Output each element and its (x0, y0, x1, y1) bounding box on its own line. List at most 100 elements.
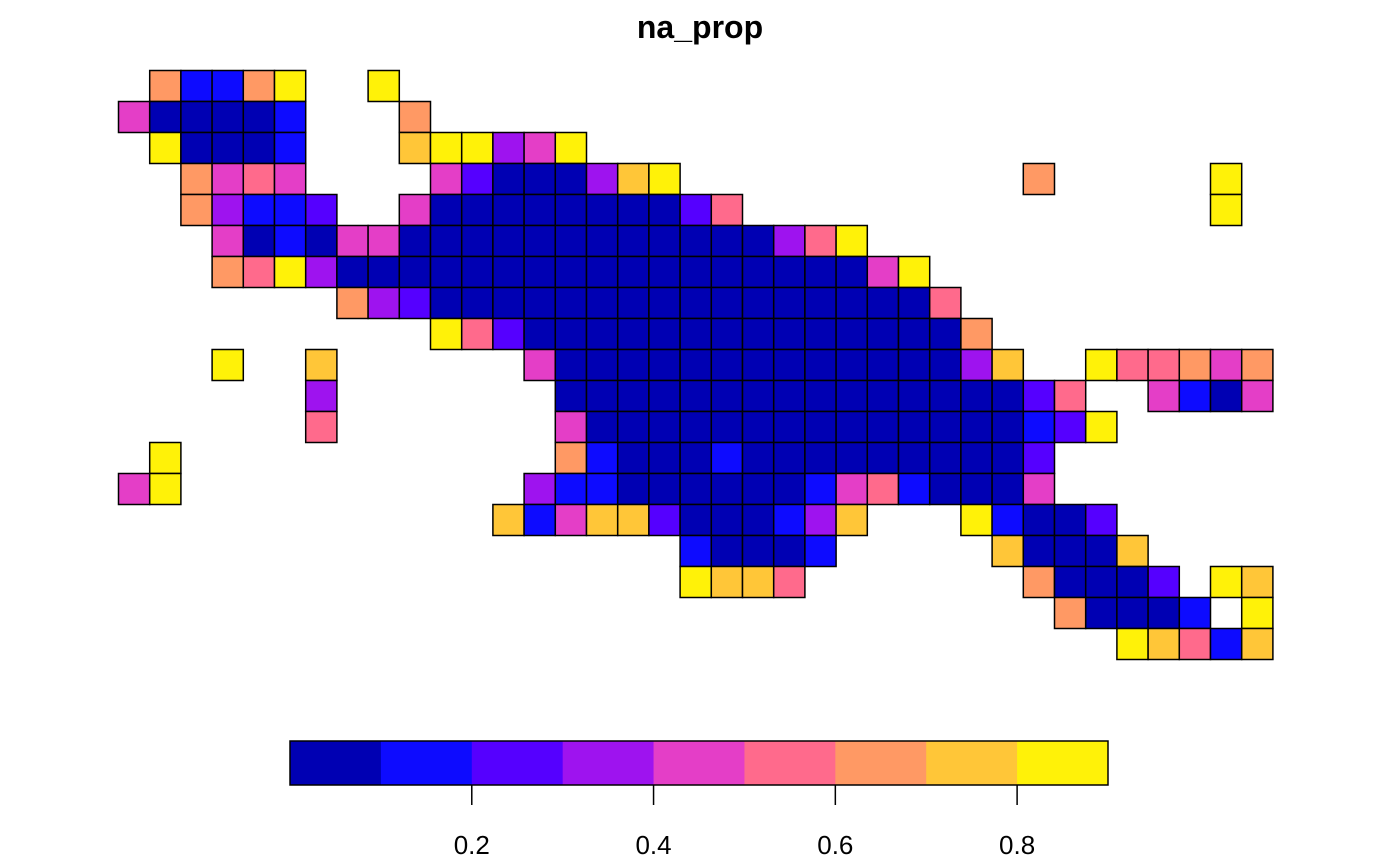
raster-cell (492, 131, 525, 165)
raster-cell (336, 255, 369, 289)
raster-cell (679, 503, 713, 537)
raster-cell (148, 131, 182, 165)
raster-cell (211, 69, 245, 103)
raster-cell (180, 193, 213, 227)
raster-cell (648, 503, 681, 537)
raster-cell (616, 317, 650, 351)
raster-cell (616, 348, 650, 382)
raster-cell (336, 286, 369, 320)
raster-cell (928, 379, 962, 413)
raster-cell (648, 472, 681, 506)
raster-cell (960, 379, 993, 413)
raster-cell (554, 162, 588, 196)
raster-cell (1240, 596, 1274, 630)
raster-cell (710, 410, 744, 444)
raster-cell (1147, 596, 1181, 630)
raster-cell (1178, 348, 1212, 382)
raster-cell (960, 503, 993, 537)
raster-cell (679, 317, 713, 351)
raster-cell (180, 131, 213, 165)
raster-cell (304, 379, 338, 413)
raster-cell (804, 286, 837, 320)
plot-title: na_prop (637, 9, 763, 45)
raster-cell (1116, 565, 1149, 599)
raster-cell (492, 286, 525, 320)
raster-cell (1116, 627, 1149, 661)
raster-cell (242, 162, 276, 196)
raster-cell (585, 162, 619, 196)
raster-cell (1147, 348, 1181, 382)
raster-cell (804, 224, 837, 258)
color-legend: 0.2 0.4 0.6 0.8 (289, 740, 1109, 860)
raster-cell (242, 255, 276, 289)
raster-cell (648, 410, 681, 444)
raster-cell (148, 100, 182, 134)
raster-cell (1178, 379, 1212, 413)
raster-cell (180, 100, 213, 134)
raster-cell (897, 255, 931, 289)
raster-cell (616, 255, 650, 289)
legend-tick-label: 0.4 (635, 830, 671, 860)
raster-cell (1209, 193, 1243, 227)
raster-cell (585, 348, 619, 382)
raster-cell (1053, 503, 1087, 537)
raster-cell (304, 193, 338, 227)
raster-cell (741, 317, 775, 351)
raster-cell (585, 224, 619, 258)
raster-cell (741, 565, 775, 599)
raster-cell (741, 224, 775, 258)
raster-cell (679, 441, 713, 475)
raster-cell (554, 286, 588, 320)
raster-cell (710, 224, 744, 258)
raster-cell (554, 317, 588, 351)
raster-cell (554, 441, 588, 475)
raster-cell (1053, 410, 1087, 444)
raster-cell (616, 224, 650, 258)
raster-cell (991, 348, 1025, 382)
raster-cell (523, 286, 557, 320)
raster-cell (554, 503, 588, 537)
raster-cell (242, 69, 276, 103)
raster-cell (835, 255, 869, 289)
raster-cell (211, 193, 245, 227)
raster-cell (1022, 379, 1056, 413)
raster-cell (710, 441, 744, 475)
raster-cell (523, 472, 557, 506)
raster-cell (398, 193, 432, 227)
raster-cell (1240, 379, 1274, 413)
legend-tick-label: 0.6 (817, 830, 853, 860)
raster-cell (866, 348, 900, 382)
raster-cell (429, 317, 463, 351)
raster-cell (1022, 162, 1056, 196)
raster-cell (554, 348, 588, 382)
raster-cell (616, 286, 650, 320)
raster-cell (1022, 534, 1056, 568)
raster-cell (211, 100, 245, 134)
raster-cell (804, 441, 837, 475)
raster-cell (1209, 565, 1243, 599)
raster-cell (585, 410, 619, 444)
raster-cell (616, 379, 650, 413)
raster-cell (679, 410, 713, 444)
raster-cell (1147, 627, 1181, 661)
raster-cell (1053, 534, 1087, 568)
raster-cell (741, 503, 775, 537)
legend-swatch (926, 741, 1018, 785)
raster-cell (523, 317, 557, 351)
raster-cell (741, 410, 775, 444)
raster-cell (772, 472, 806, 506)
raster-cell (928, 441, 962, 475)
raster-cell (804, 503, 837, 537)
raster-cell (804, 317, 837, 351)
raster-cell (585, 193, 619, 227)
raster-cell (991, 441, 1025, 475)
raster-cell (211, 224, 245, 258)
raster-cell (554, 131, 588, 165)
raster-cell (429, 162, 463, 196)
raster-cell (866, 379, 900, 413)
raster-cell (648, 348, 681, 382)
raster-cell (460, 286, 494, 320)
raster-cell (710, 255, 744, 289)
raster-cell (741, 441, 775, 475)
legend-swatch (1017, 741, 1109, 785)
